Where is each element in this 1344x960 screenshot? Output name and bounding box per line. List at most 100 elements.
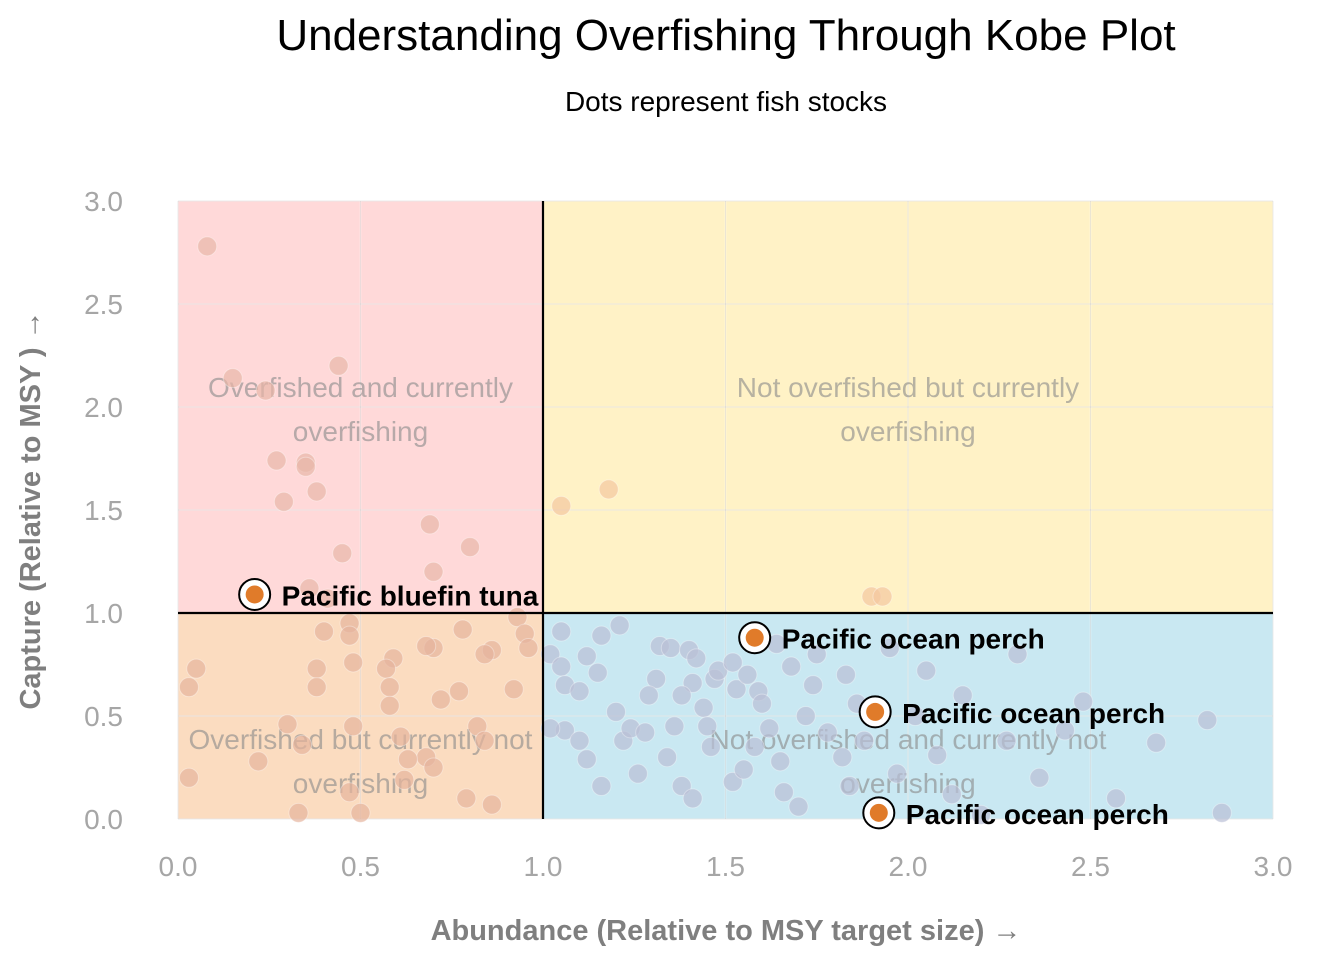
stock-point [1007,644,1028,665]
stock-point [460,537,480,558]
x-tick-label: 0.5 [341,851,380,882]
highlight-label: Pacific ocean perch [782,624,1045,655]
stock-point [770,751,791,772]
stock-point [576,646,597,667]
stock-point [941,784,962,805]
stock-point [752,693,772,714]
stock-point [314,621,334,642]
stock-point [540,644,561,665]
stock-point [781,656,802,677]
stock-point [817,722,838,743]
x-tick-label: 2.5 [1071,851,1110,882]
stock-point [1054,720,1075,741]
stock-point [197,236,218,257]
x-tick-label: 1.0 [524,851,563,882]
stock-point [306,481,327,502]
stock-point [606,701,626,722]
stock-point [879,638,900,659]
stock-point [350,802,371,823]
stock-point [222,368,243,389]
stock-point [832,747,853,768]
stock-point [744,736,765,757]
stock-point [635,722,656,743]
highlight-point [869,803,888,822]
stock-point [394,769,415,790]
stock-point [474,730,495,751]
highlight-point [745,628,764,647]
stock-point [726,679,747,700]
stock-point [379,695,400,716]
stock-point [627,763,648,784]
chart-title: Understanding Overfishing Through Kobe P… [276,11,1175,60]
stock-point [452,619,473,640]
stock-point [671,685,692,706]
stock-point [456,788,477,809]
stock-point [332,543,353,564]
stock-point [299,578,320,599]
stock-point [598,479,619,500]
stock-point [996,730,1017,751]
stock-point [503,679,524,700]
highlighted-stocks: Pacific bluefin tuna Pacific ocean perch P… [238,577,1169,830]
x-tick-label: 0.0 [159,851,198,882]
stock-point [722,771,743,792]
stock-point [518,638,539,659]
stock-point [839,776,860,797]
stock-point [379,677,400,698]
x-tick-labels: 0.0 0.5 1.0 1.5 2.0 2.5 3.0 [159,851,1293,882]
stock-point [1029,767,1050,788]
highlight-label: Pacific ocean perch [902,698,1165,729]
stock-point [1073,691,1094,712]
stock-point [576,749,597,770]
quadrant-label-2: Not overfished but currently overfishing [737,372,1079,447]
stock-point [700,736,721,757]
stock-point [795,706,816,726]
stock-point [474,644,495,665]
stock-point [423,561,444,582]
stock-point [887,763,908,784]
stock-point [916,660,937,681]
x-tick-label: 3.0 [1254,851,1293,882]
stock-point [343,652,364,673]
stock-point [277,714,298,735]
y-tick-label: 0.5 [84,701,123,732]
stock-point [1197,710,1218,731]
y-tick-label: 3.0 [84,186,123,217]
stock-point [569,730,590,751]
stock-point [390,726,411,747]
stock-point [872,586,893,607]
stock-point [806,644,827,665]
stock-point [551,656,572,677]
stock-point [317,588,338,609]
stock-point [540,718,561,739]
stock-point [664,716,685,737]
stock-point [587,662,608,683]
stock-point [660,638,681,659]
stock-point [788,796,809,817]
stock-point [682,788,703,809]
stock-point [551,495,572,516]
y-tick-label: 0.0 [84,804,123,835]
stock-point [306,677,327,698]
quadrant-labels: Overfished and currently overfishing Not o… [189,372,1107,799]
stock-point [927,745,948,766]
stock-point [971,804,991,825]
stock-point [609,615,630,636]
stock-point [430,689,451,710]
stock-point [952,685,973,706]
stock-point [376,658,397,679]
y-tick-label: 1.0 [84,598,123,629]
stock-point [295,456,316,477]
stock-point [423,757,444,778]
x-tick-label: 1.5 [706,851,745,882]
stock-point [288,802,309,823]
stock-point [273,491,294,512]
stock-point [638,685,659,706]
stock-point [686,648,707,669]
stock-point [708,660,729,681]
stock-point [1106,788,1127,809]
stock-point [339,625,360,646]
stock-point [186,658,207,679]
stock-point [397,749,418,770]
stock-points [178,236,1232,825]
